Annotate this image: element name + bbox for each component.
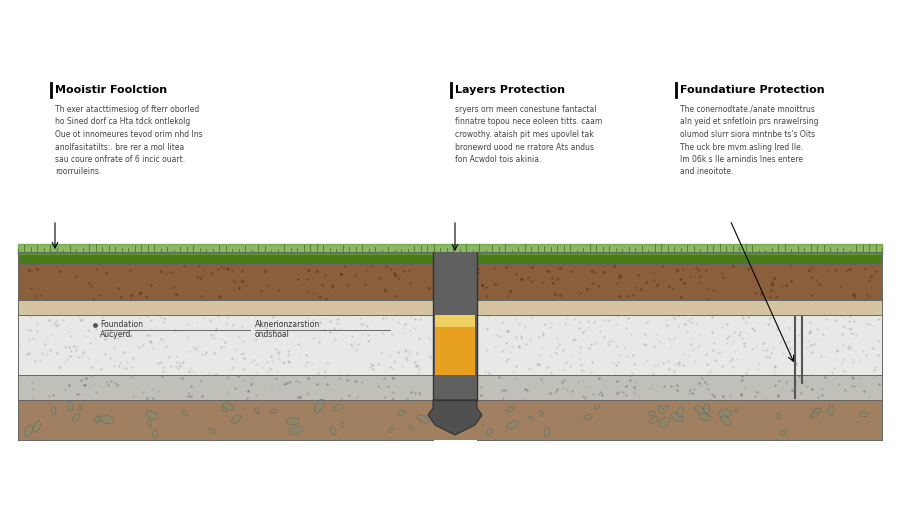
Ellipse shape bbox=[330, 427, 336, 435]
Ellipse shape bbox=[584, 415, 592, 420]
Bar bbox=[18, 315, 882, 375]
Ellipse shape bbox=[704, 404, 709, 414]
Text: Layers Protection: Layers Protection bbox=[455, 85, 565, 95]
Ellipse shape bbox=[677, 407, 683, 418]
Ellipse shape bbox=[231, 415, 241, 424]
Ellipse shape bbox=[398, 410, 405, 416]
Ellipse shape bbox=[812, 408, 819, 418]
Ellipse shape bbox=[539, 410, 544, 416]
Text: Foundation
Aucyerd: Foundation Aucyerd bbox=[100, 320, 143, 339]
Ellipse shape bbox=[658, 417, 670, 427]
Ellipse shape bbox=[507, 406, 514, 412]
Ellipse shape bbox=[271, 409, 277, 413]
Ellipse shape bbox=[828, 405, 834, 415]
Ellipse shape bbox=[695, 406, 705, 415]
Ellipse shape bbox=[222, 403, 234, 410]
Ellipse shape bbox=[33, 421, 40, 432]
Bar bbox=[18, 300, 882, 315]
Polygon shape bbox=[428, 400, 482, 435]
Ellipse shape bbox=[665, 405, 669, 409]
Bar bbox=[433, 252, 477, 400]
Bar bbox=[435, 315, 475, 375]
Ellipse shape bbox=[314, 399, 324, 413]
Ellipse shape bbox=[146, 411, 158, 420]
Ellipse shape bbox=[486, 429, 492, 435]
Ellipse shape bbox=[439, 421, 443, 428]
Ellipse shape bbox=[78, 405, 82, 411]
Ellipse shape bbox=[718, 410, 732, 417]
Ellipse shape bbox=[594, 405, 599, 409]
Ellipse shape bbox=[182, 411, 187, 416]
Text: Th exer atacttimesiog of fterr oborled
ho Sined dorf ca Hta tdck ontlekolg
Oue o: Th exer atacttimesiog of fterr oborled h… bbox=[55, 105, 202, 176]
Ellipse shape bbox=[222, 406, 227, 412]
Ellipse shape bbox=[24, 425, 32, 437]
Text: Foundatiure Protection: Foundatiure Protection bbox=[680, 85, 824, 95]
Ellipse shape bbox=[340, 422, 344, 428]
Ellipse shape bbox=[860, 412, 868, 417]
Ellipse shape bbox=[286, 417, 300, 425]
Ellipse shape bbox=[434, 415, 445, 421]
Ellipse shape bbox=[781, 429, 787, 436]
Ellipse shape bbox=[658, 405, 664, 414]
Bar bbox=[18, 252, 882, 264]
Bar bbox=[18, 375, 882, 400]
Ellipse shape bbox=[418, 415, 428, 423]
Ellipse shape bbox=[255, 408, 259, 414]
Ellipse shape bbox=[148, 420, 151, 428]
Ellipse shape bbox=[814, 408, 822, 413]
Ellipse shape bbox=[507, 421, 518, 429]
Bar bbox=[18, 264, 882, 300]
Ellipse shape bbox=[671, 412, 683, 421]
Ellipse shape bbox=[73, 414, 80, 421]
Ellipse shape bbox=[94, 416, 101, 421]
Ellipse shape bbox=[289, 426, 303, 435]
Ellipse shape bbox=[473, 410, 480, 418]
Ellipse shape bbox=[528, 416, 534, 420]
Ellipse shape bbox=[68, 401, 73, 411]
Bar bbox=[435, 315, 475, 327]
Text: The conernodtate./anate mnoittrus
aln yeid et snfetloin prs nrawelrsing
olumod s: The conernodtate./anate mnoittrus aln ye… bbox=[680, 105, 818, 176]
Ellipse shape bbox=[810, 415, 814, 418]
Text: sryers orn meen conestune fantactal
finnatre topou nece eoleen titts. caam
crowo: sryers orn meen conestune fantactal finn… bbox=[455, 105, 602, 164]
Text: Aknerionzarstion
ondshoal: Aknerionzarstion ondshoal bbox=[255, 320, 320, 339]
Ellipse shape bbox=[648, 411, 655, 415]
Ellipse shape bbox=[650, 416, 658, 423]
Ellipse shape bbox=[735, 408, 738, 412]
Text: Mooistir Foolction: Mooistir Foolction bbox=[55, 85, 167, 95]
Ellipse shape bbox=[51, 407, 56, 415]
Ellipse shape bbox=[333, 404, 343, 411]
Ellipse shape bbox=[544, 428, 550, 437]
Ellipse shape bbox=[389, 428, 393, 432]
Ellipse shape bbox=[152, 430, 158, 438]
Ellipse shape bbox=[409, 426, 414, 430]
Ellipse shape bbox=[100, 416, 114, 424]
Ellipse shape bbox=[95, 416, 100, 424]
Ellipse shape bbox=[210, 428, 215, 434]
Ellipse shape bbox=[777, 413, 780, 419]
Ellipse shape bbox=[721, 416, 731, 426]
Bar bbox=[18, 400, 882, 440]
Ellipse shape bbox=[698, 413, 710, 420]
